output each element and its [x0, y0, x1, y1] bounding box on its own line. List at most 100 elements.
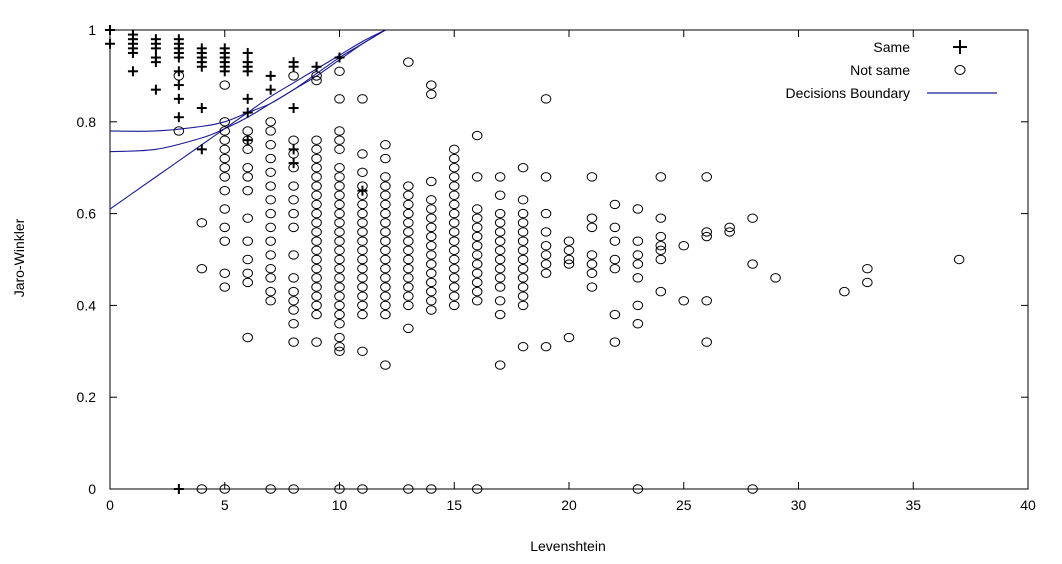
point-not-same — [242, 163, 253, 173]
point-not-same — [311, 218, 322, 228]
point-not-same — [655, 286, 667, 297]
point-not-same — [242, 236, 253, 246]
point-not-same — [632, 259, 644, 269]
point-not-same — [380, 309, 391, 320]
point-not-same — [357, 245, 368, 256]
point-not-same — [701, 231, 713, 242]
point-same — [173, 112, 184, 123]
point-same — [127, 66, 138, 77]
point-not-same — [448, 282, 460, 292]
point-not-same — [288, 296, 299, 306]
point-not-same — [288, 208, 299, 219]
point-not-same — [265, 296, 276, 306]
point-not-same — [632, 236, 644, 246]
point-not-same — [380, 273, 391, 283]
point-not-same — [311, 199, 322, 210]
point-not-same — [288, 319, 299, 329]
point-not-same — [747, 259, 758, 269]
point-not-same — [517, 163, 529, 173]
point-not-same — [540, 241, 552, 251]
point-not-same — [517, 208, 529, 219]
point-not-same — [540, 268, 552, 278]
point-not-same — [540, 208, 552, 219]
point-not-same — [448, 227, 460, 237]
point-not-same — [265, 250, 276, 260]
point-not-same — [448, 153, 460, 164]
point-not-same — [265, 153, 276, 164]
x-tick-label: 5 — [221, 497, 229, 513]
point-not-same — [403, 245, 414, 256]
point-not-same — [242, 144, 253, 155]
point-not-same — [426, 250, 437, 260]
point-not-same — [265, 273, 276, 283]
point-not-same — [839, 286, 850, 297]
point-not-same — [517, 291, 529, 301]
point-same — [196, 144, 207, 155]
point-not-same — [678, 241, 690, 251]
point-not-same — [311, 144, 322, 155]
point-not-same — [357, 346, 368, 356]
point-not-same — [288, 286, 299, 297]
legend-label-not-same: Not same — [850, 62, 910, 78]
point-not-same — [403, 208, 414, 219]
point-not-same — [357, 190, 368, 200]
point-same — [150, 84, 161, 95]
point-not-same — [380, 218, 391, 228]
point-not-same — [288, 273, 299, 283]
point-not-same — [334, 208, 345, 219]
point-not-same — [403, 254, 414, 265]
point-not-same — [173, 126, 185, 136]
point-not-same — [311, 153, 322, 164]
point-not-same — [448, 245, 460, 256]
point-not-same — [334, 172, 345, 182]
point-not-same — [494, 263, 506, 274]
point-not-same — [448, 208, 460, 219]
point-not-same — [403, 263, 414, 274]
point-not-same — [403, 199, 414, 210]
point-not-same — [311, 337, 322, 347]
point-not-same — [288, 163, 299, 173]
point-not-same — [288, 305, 299, 315]
point-not-same — [426, 286, 437, 297]
point-not-same — [448, 218, 460, 228]
point-not-same — [242, 185, 253, 196]
legend-label-decision-boundary: Decisions Boundary — [785, 85, 910, 101]
point-not-same — [311, 254, 322, 265]
point-not-same — [517, 227, 529, 237]
point-not-same — [357, 282, 368, 292]
point-same — [242, 93, 253, 104]
point-not-same — [862, 263, 873, 274]
point-not-same — [311, 75, 322, 86]
point-not-same — [540, 342, 552, 352]
point-not-same — [494, 227, 506, 237]
point-not-same — [311, 172, 322, 182]
point-same — [311, 61, 322, 72]
point-not-same — [540, 94, 552, 104]
y-tick-label: 0 — [88, 481, 96, 497]
point-not-same — [242, 277, 253, 288]
point-not-same — [219, 144, 231, 155]
point-not-same — [609, 254, 621, 265]
point-not-same — [380, 291, 391, 301]
point-not-same — [380, 236, 391, 246]
point-not-same — [219, 153, 231, 164]
point-same — [173, 52, 184, 63]
point-not-same — [471, 268, 483, 278]
point-not-same — [380, 208, 391, 219]
x-tick-label: 40 — [1020, 497, 1036, 513]
point-not-same — [242, 268, 253, 278]
x-tick-label: 10 — [332, 497, 348, 513]
point-same — [288, 103, 299, 114]
point-not-same — [426, 89, 437, 99]
point-same — [242, 47, 253, 58]
point-not-same — [334, 163, 345, 173]
point-not-same — [403, 57, 414, 67]
point-not-same — [586, 213, 598, 223]
point-not-same — [540, 172, 552, 182]
point-not-same — [655, 245, 667, 256]
point-not-same — [334, 199, 345, 210]
point-not-same — [334, 245, 345, 256]
point-not-same — [724, 227, 735, 237]
point-not-same — [448, 254, 460, 265]
point-not-same — [196, 218, 208, 228]
